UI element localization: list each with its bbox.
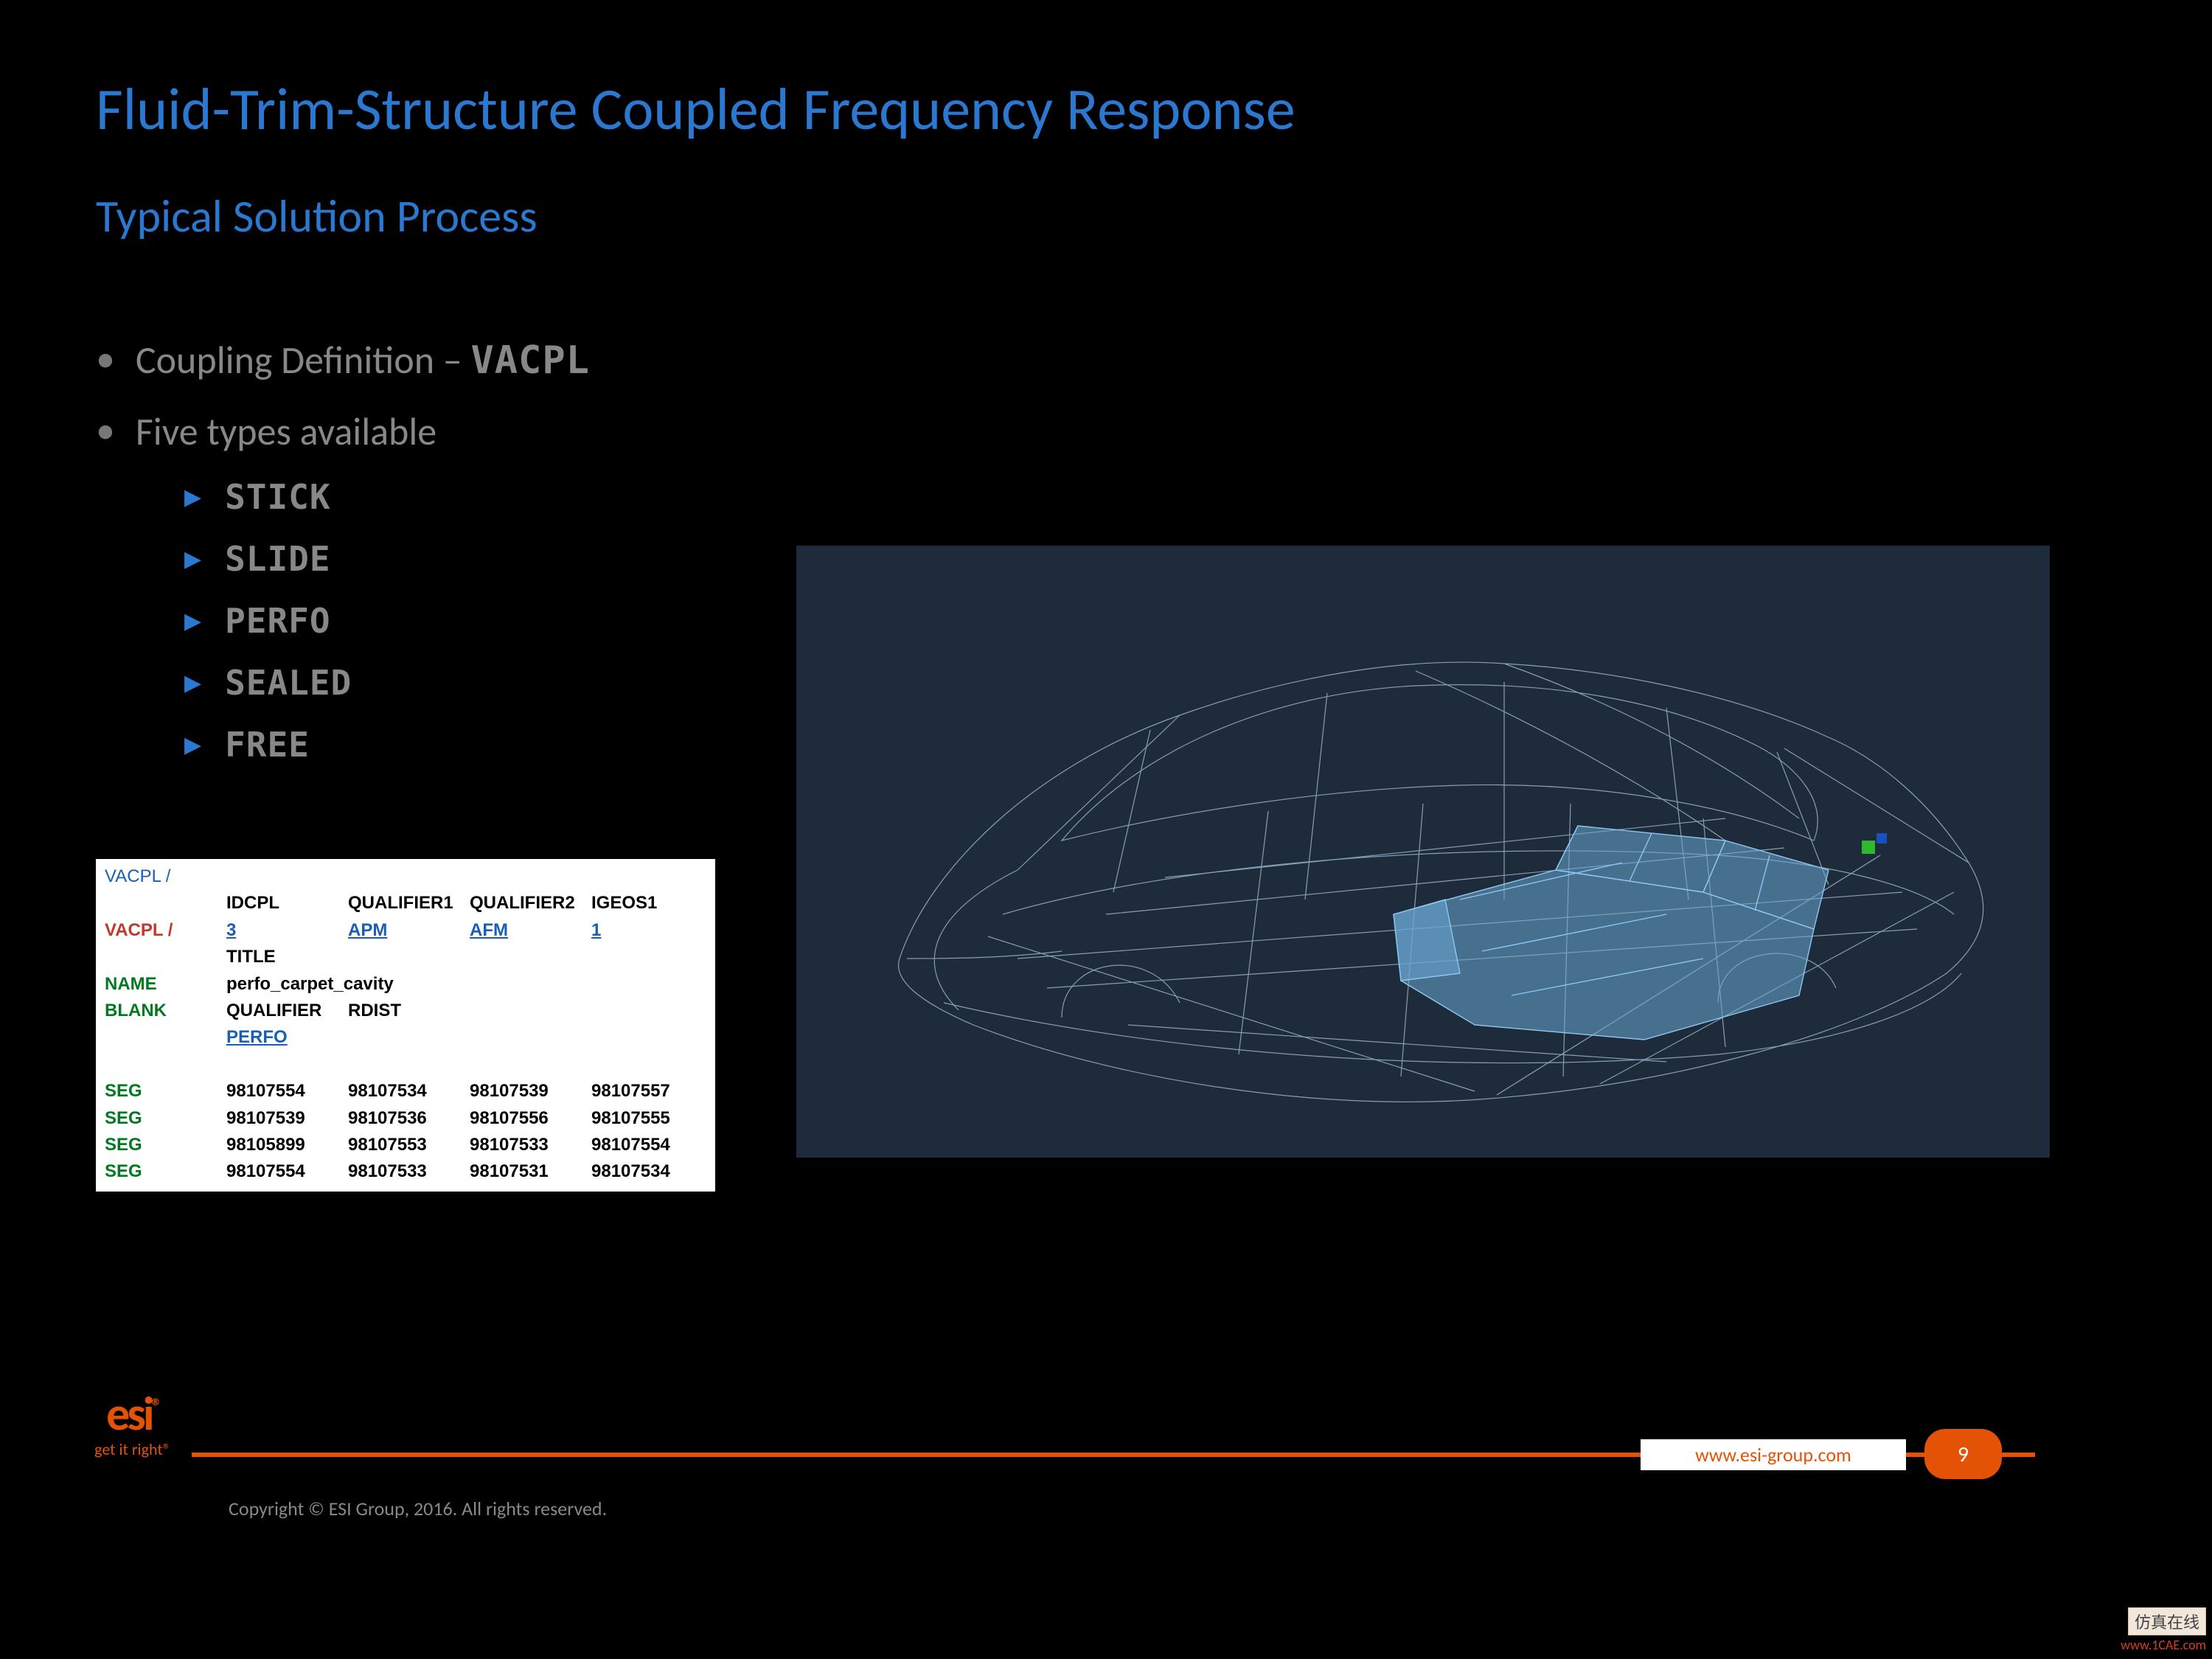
- table-row: VACPL /: [96, 863, 715, 890]
- bullet-dot-icon: •: [96, 335, 115, 381]
- table-row: IDCPL QUALIFIER1 QUALIFIER2 IGEOS1: [96, 890, 715, 917]
- watermark: 仿真在线 www.1CAE.com: [2121, 1607, 2206, 1653]
- table-row: PERFO: [96, 1024, 715, 1051]
- table-row: TITLE: [96, 944, 715, 970]
- sub-bullet-label: STICK: [225, 477, 330, 517]
- copyright-text: Copyright © ESI Group, 2016. All rights …: [229, 1497, 607, 1520]
- cell: SEG: [105, 1107, 226, 1130]
- bullet-pre: Coupling Definition –: [136, 336, 471, 383]
- table-row: SEG 98105899 98107553 98107533 98107554: [96, 1132, 715, 1158]
- cell: RDIST: [348, 999, 470, 1023]
- sub-bullet-label: SLIDE: [225, 539, 330, 579]
- cell: NAME: [105, 973, 226, 996]
- table-row: BLANK QUALIFIER RDIST: [96, 998, 715, 1024]
- cell: 98107554: [591, 1133, 687, 1157]
- cell: BLANK: [105, 999, 226, 1023]
- table-row: SEG 98107554 98107534 98107539 98107557: [96, 1078, 715, 1105]
- sub-bullet-sealed: ▶ SEALED: [184, 663, 590, 703]
- bullet-text: Five types available: [136, 407, 437, 457]
- cell: VACPL /: [105, 865, 226, 888]
- cell: SEG: [105, 1160, 226, 1183]
- bullet-list: • Coupling Definition – VACPL • Five typ…: [96, 335, 590, 787]
- table-row: [96, 1051, 715, 1078]
- cell: 98107536: [348, 1107, 470, 1130]
- footer-url: www.esi-group.com: [1695, 1443, 1851, 1467]
- watermark-url: www.1CAE.com: [2121, 1637, 2206, 1653]
- cell: IGEOS1: [591, 891, 687, 915]
- chevron-right-icon: ▶: [184, 608, 201, 635]
- cell: 98107533: [348, 1160, 470, 1183]
- cell: AFM: [470, 919, 591, 942]
- cell: 1: [591, 919, 687, 942]
- page-subtitle: Typical Solution Process: [96, 188, 538, 244]
- car-wireframe-svg: [796, 546, 2050, 1158]
- cell: 98107553: [348, 1133, 470, 1157]
- cell: IDCPL: [226, 891, 348, 915]
- cell: 98107557: [591, 1079, 687, 1103]
- bullet-text: Coupling Definition – VACPL: [136, 335, 590, 386]
- bullet-coupling-def: • Coupling Definition – VACPL: [96, 335, 590, 386]
- watermark-label: 仿真在线: [2128, 1607, 2206, 1635]
- cell: 98107554: [226, 1160, 348, 1183]
- bullet-bold: VACPL: [470, 338, 590, 383]
- cell: 98107531: [470, 1160, 591, 1183]
- cell: SEG: [105, 1079, 226, 1103]
- cell: QUALIFIER: [226, 999, 348, 1023]
- slide-number-badge: 9: [1924, 1429, 2002, 1479]
- cell: SEG: [105, 1133, 226, 1157]
- car-wireframe-panel: [796, 546, 2050, 1158]
- cell: 98107539: [470, 1079, 591, 1103]
- bullet-five-types: • Five types available: [96, 407, 590, 457]
- esi-logo: esi® get it right®: [59, 1394, 206, 1459]
- table-row: SEG 98107554 98107533 98107531 98107534: [96, 1158, 715, 1185]
- sub-bullet-label: PERFO: [225, 601, 330, 641]
- sub-bullet-label: SEALED: [225, 663, 352, 703]
- footer-url-box: www.esi-group.com: [1641, 1439, 1906, 1470]
- cell: QUALIFIER1: [348, 891, 470, 915]
- cell: 98107534: [591, 1160, 687, 1183]
- table-row: VACPL / 3 APM AFM 1: [96, 917, 715, 944]
- cell: 98107556: [470, 1107, 591, 1130]
- cell: 98107554: [226, 1079, 348, 1103]
- sub-bullet-stick: ▶ STICK: [184, 477, 590, 517]
- logo-tagline: get it right®: [59, 1439, 206, 1459]
- sub-bullet-slide: ▶ SLIDE: [184, 539, 590, 579]
- table-row: SEG 98107539 98107536 98107556 98107555: [96, 1105, 715, 1132]
- vacpl-card-panel: VACPL / IDCPL QUALIFIER1 QUALIFIER2 IGEO…: [96, 859, 715, 1192]
- bullet-dot-icon: •: [96, 407, 115, 453]
- chevron-right-icon: ▶: [184, 546, 201, 573]
- logo-mark: esi®: [59, 1394, 206, 1436]
- page-title: Fluid-Trim-Structure Coupled Frequency R…: [96, 74, 1295, 145]
- sub-bullet-perfo: ▶ PERFO: [184, 601, 590, 641]
- cell: 3: [226, 919, 348, 942]
- chevron-right-icon: ▶: [184, 731, 201, 759]
- cell: 98105899: [226, 1133, 348, 1157]
- cell: perfo_carpet_cavity: [226, 973, 591, 996]
- cell: TITLE: [226, 945, 348, 969]
- cell: 98107533: [470, 1133, 591, 1157]
- cell: QUALIFIER2: [470, 891, 591, 915]
- cell: PERFO: [226, 1026, 348, 1049]
- sub-bullet-label: FREE: [225, 725, 310, 765]
- table-row: NAME perfo_carpet_cavity: [96, 971, 715, 998]
- chevron-right-icon: ▶: [184, 484, 201, 511]
- cell: APM: [348, 919, 470, 942]
- cell: 98107534: [348, 1079, 470, 1103]
- cell: VACPL /: [105, 919, 226, 942]
- cell: 98107539: [226, 1107, 348, 1130]
- sub-bullet-free: ▶ FREE: [184, 725, 590, 765]
- cell: 98107555: [591, 1107, 687, 1130]
- chevron-right-icon: ▶: [184, 669, 201, 697]
